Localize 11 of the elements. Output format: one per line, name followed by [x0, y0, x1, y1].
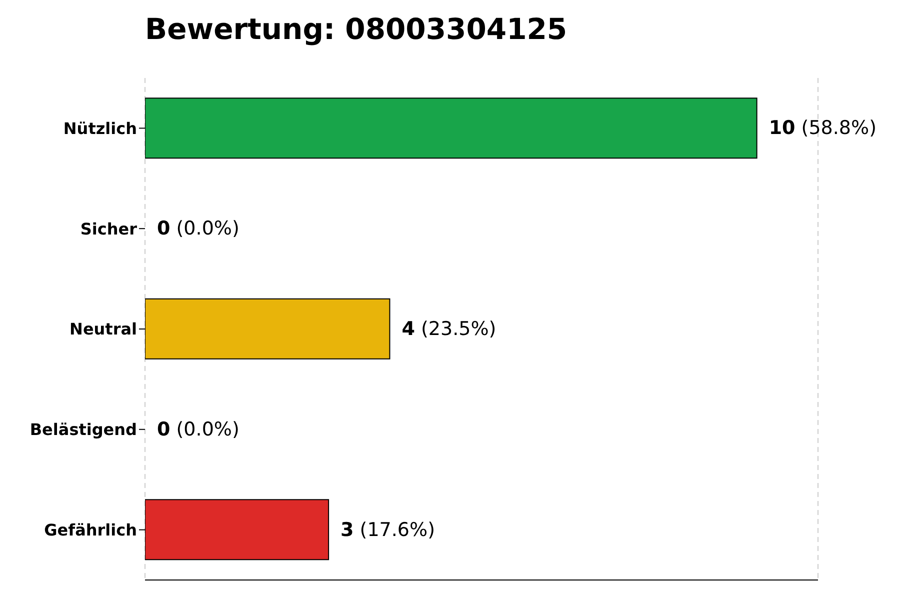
data-label: 10 (58.8%): [768, 117, 877, 140]
data-label: 0 (0.0%): [157, 218, 240, 240]
y-tick-label: Sicher: [80, 219, 138, 238]
chart-title: Bewertung: 08003304125: [145, 12, 568, 46]
y-tick-label: Nützlich: [63, 118, 137, 138]
data-label: 0 (0.0%): [157, 418, 240, 440]
data-label: 4 (23.5%): [402, 318, 496, 340]
y-tick-label: Neutral: [70, 320, 137, 339]
data-label: 3 (17.6%): [340, 518, 436, 541]
y-tick-label: Belästigend: [30, 420, 137, 440]
y-tick-label: Gefährlich: [44, 520, 137, 540]
